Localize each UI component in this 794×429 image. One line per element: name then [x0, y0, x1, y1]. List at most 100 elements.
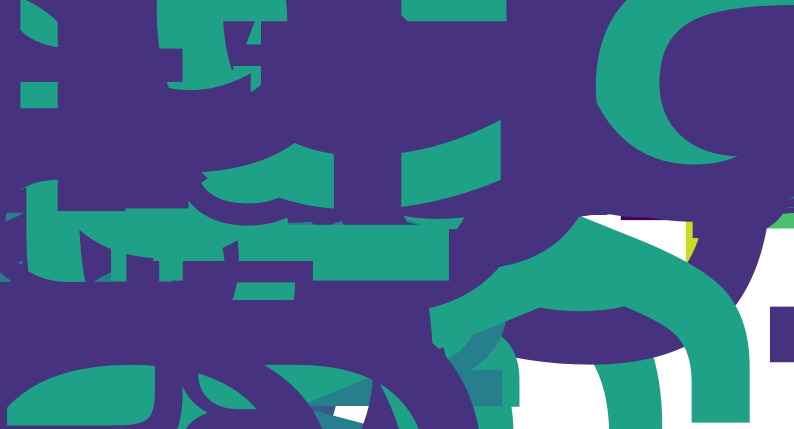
word-wedding: wedding — [162, 0, 323, 26]
word-land: land — [0, 0, 636, 272]
word-back: back — [62, 0, 131, 31]
word-sea: sea — [0, 0, 794, 367]
word-down: down — [0, 0, 508, 170]
word-night: night — [210, 0, 292, 158]
word-jack: jack — [0, 0, 506, 209]
word-monster: monster — [130, 0, 347, 33]
word-up: up — [313, 0, 357, 35]
word-dark: dark — [8, 0, 348, 108]
word-way: way — [54, 0, 175, 39]
word-two: two — [0, 0, 539, 294]
word-end: end — [0, 0, 794, 333]
word-three: three — [0, 0, 270, 429]
word-man: man — [0, 0, 751, 397]
word-earth: earth — [0, 0, 473, 429]
word-life: life — [0, 0, 480, 429]
word-fire: fire — [0, 0, 532, 312]
word-how: how — [116, 0, 704, 162]
word-kid: kid — [0, 0, 794, 381]
word-beyond: beyond — [0, 0, 772, 429]
word-iiicop: iiicop — [0, 0, 794, 228]
word-dragon: dragon — [0, 0, 794, 348]
word-first: first — [315, 0, 452, 42]
word-hell: hell — [0, 0, 669, 247]
word-legend: legend — [0, 0, 711, 181]
word-blue: blue — [135, 0, 596, 429]
word-black: black — [0, 0, 791, 254]
word-ghost: ghost — [310, 0, 366, 17]
word-full: full — [294, 0, 510, 79]
word-midnight: midnight — [93, 0, 370, 429]
word-water: water — [0, 0, 462, 429]
word-devil: devil — [0, 0, 504, 429]
word-game: game — [0, 0, 608, 429]
word-boy: boy — [138, 0, 305, 159]
word-one: one — [165, 0, 444, 105]
word-city: city — [0, 0, 726, 264]
word-get: get — [0, 0, 777, 391]
word-about: about — [0, 0, 326, 107]
word-world: world — [34, 0, 455, 429]
word-redlost: redlost — [0, 0, 794, 259]
word-killer: killer — [0, 0, 794, 381]
word-last: last — [0, 0, 262, 155]
word-don-t: don't — [0, 0, 281, 75]
word-part: part — [0, 0, 491, 198]
word-when: when — [0, 0, 209, 64]
word-house: house — [0, 0, 465, 429]
word-movie: movie — [109, 0, 680, 145]
word-adventure: adventure — [0, 0, 794, 91]
word-dawn: dawn — [0, 0, 794, 295]
word-sun: sun — [0, 0, 631, 299]
word-white: white — [94, 0, 565, 104]
word-moon: moon — [0, 0, 794, 269]
word-thing: thing — [0, 0, 794, 371]
word-return: return — [0, 0, 700, 429]
word-island: island — [0, 0, 459, 429]
word-street: street — [17, 0, 742, 134]
word-baby: baby — [0, 0, 794, 252]
word-vampire: vampire — [102, 0, 241, 25]
word-ii: ii — [40, 0, 416, 373]
word-time: time — [67, 0, 408, 363]
word-you: you — [0, 0, 534, 429]
word-no: no — [0, 0, 690, 325]
word-me: me — [33, 0, 224, 104]
word-star: star — [0, 0, 692, 219]
word-love: love — [0, 0, 482, 263]
word-paris: paris — [0, 0, 794, 314]
word-american: american — [0, 0, 794, 380]
word-new: new — [0, 0, 594, 222]
word-gun: gun — [0, 0, 504, 429]
word-mr: mr — [101, 0, 598, 199]
word-cat: cat — [0, 0, 794, 357]
word-space: space — [0, 0, 794, 238]
word-play: play — [0, 0, 794, 383]
word-it: it — [0, 0, 369, 164]
word-live: live — [0, 0, 794, 367]
word-v: v — [0, 0, 404, 393]
word-battle: battle — [0, 0, 794, 370]
word-road: road — [83, 0, 379, 292]
word-woman: woman — [186, 0, 602, 64]
word-home: home — [101, 0, 702, 114]
word-like: like — [0, 0, 594, 224]
word-king: king — [227, 0, 310, 41]
word-rise: rise — [0, 0, 739, 349]
word-shadows: shadows — [0, 0, 794, 312]
word-be: be — [0, 0, 747, 367]
word-high: high — [0, 0, 794, 332]
word-christmas: christmas — [0, 0, 794, 252]
word-blood: blood — [0, 0, 630, 429]
word-best: best — [0, 0, 794, 372]
word-batman: batman — [0, 0, 677, 116]
word-not: not — [0, 0, 606, 221]
word-all: all — [53, 0, 494, 235]
word-story: story — [0, 0, 522, 212]
word-go: go — [0, 0, 489, 283]
word-your: your — [9, 0, 84, 35]
word-men: men — [0, 0, 794, 406]
word-walk: walk — [0, 0, 537, 195]
word-little: little — [0, 0, 379, 429]
